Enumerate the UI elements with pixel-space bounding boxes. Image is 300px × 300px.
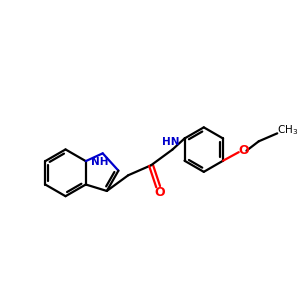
Text: CH$_3$: CH$_3$: [277, 123, 298, 137]
Text: O: O: [238, 144, 249, 157]
Text: NH: NH: [91, 157, 108, 167]
Text: HN: HN: [162, 136, 180, 147]
Text: O: O: [154, 187, 165, 200]
